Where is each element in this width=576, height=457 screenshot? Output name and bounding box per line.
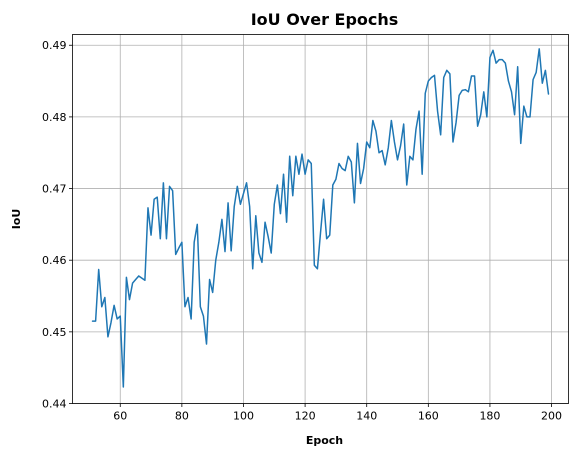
x-tick-label: 100 xyxy=(233,410,254,423)
x-tick-label: 80 xyxy=(175,410,189,423)
x-tick-label: 200 xyxy=(541,410,562,423)
y-axis-label: IoU xyxy=(10,209,23,230)
plot-frame xyxy=(72,34,569,404)
y-tick-label: 0.47 xyxy=(42,183,67,196)
grid xyxy=(72,34,569,404)
x-tick-label: 140 xyxy=(356,410,377,423)
x-tick-label: 180 xyxy=(479,410,500,423)
series-layer xyxy=(91,48,550,388)
chart-title: IoU Over Epochs xyxy=(251,10,399,29)
y-tick-label: 0.46 xyxy=(42,254,67,267)
x-axis-label: Epoch xyxy=(306,434,343,447)
y-tick-label: 0.49 xyxy=(42,39,67,52)
x-tick-label: 160 xyxy=(418,410,439,423)
axis-ticks: 60 80 100 120 140 160 180 200 0.44 0.45 0.46 0.47 0.… xyxy=(42,39,562,422)
y-tick-label: 0.48 xyxy=(42,111,67,124)
y-tick-label: 0.44 xyxy=(42,398,67,411)
x-tick-label: 120 xyxy=(295,410,316,423)
x-tick-label: 60 xyxy=(113,410,127,423)
y-tick-label: 0.45 xyxy=(42,326,67,339)
iou-series-line xyxy=(91,48,550,388)
